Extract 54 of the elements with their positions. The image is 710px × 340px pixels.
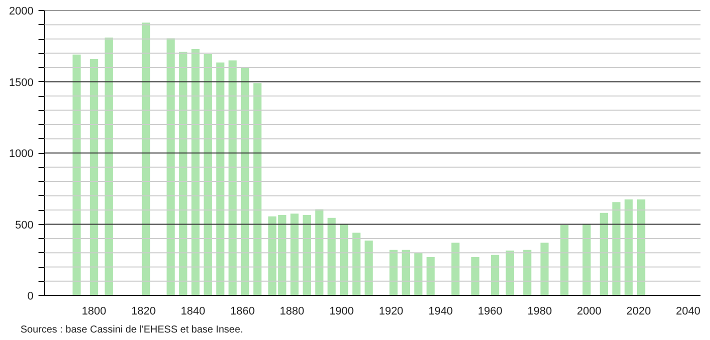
bar	[582, 224, 591, 296]
y-tick-label: 1500	[9, 76, 34, 89]
bar	[451, 242, 460, 296]
bar	[426, 257, 435, 296]
source-note: Sources : base Cassini de l'EHESS et base Insee.	[20, 324, 244, 336]
bar	[402, 250, 410, 296]
bar	[523, 250, 532, 296]
bar	[216, 62, 224, 296]
bar	[612, 202, 620, 296]
bar	[389, 250, 398, 296]
bar	[72, 54, 81, 296]
bar	[166, 38, 175, 296]
x-tick-label: 1840	[180, 306, 206, 318]
bar	[340, 224, 348, 296]
bar	[540, 242, 549, 296]
x-tick-label: 2020	[626, 306, 651, 318]
y-tick-label: 2000	[9, 6, 34, 18]
bar	[228, 60, 237, 296]
bar	[290, 214, 299, 296]
y-tick-label: 0	[27, 290, 34, 302]
x-tick-label: 1960	[478, 306, 502, 318]
bar	[315, 209, 324, 296]
bar	[637, 199, 646, 296]
bar	[364, 240, 373, 296]
bar	[471, 257, 480, 296]
bar	[240, 68, 250, 296]
bar	[104, 38, 113, 296]
x-tick-label: 1820	[131, 306, 156, 318]
bar	[179, 52, 188, 296]
bar	[560, 224, 568, 296]
bar	[253, 83, 262, 296]
bar	[352, 232, 360, 296]
bar	[600, 212, 608, 296]
bar	[624, 199, 633, 296]
x-tick-label: 2000	[576, 306, 602, 318]
bar	[328, 218, 336, 296]
x-tick-label: 1800	[82, 306, 106, 318]
y-tick-label: 500	[15, 219, 34, 232]
bar	[414, 252, 422, 296]
bar	[490, 254, 500, 296]
x-tick-label: 1940	[428, 306, 453, 318]
x-tick-label: 1980	[527, 306, 552, 318]
bar	[191, 48, 200, 296]
bar	[302, 214, 311, 296]
x-tick-label: 1900	[329, 306, 354, 318]
bar	[204, 54, 212, 296]
bar	[506, 250, 514, 296]
x-tick-label: 1860	[230, 306, 255, 318]
x-tick-label: 1920	[378, 306, 404, 318]
bar	[90, 58, 98, 296]
x-tick-label: 2040	[676, 306, 700, 318]
y-tick-label: 1000	[9, 148, 34, 160]
bar	[142, 22, 150, 296]
x-tick-label: 1880	[280, 306, 304, 318]
